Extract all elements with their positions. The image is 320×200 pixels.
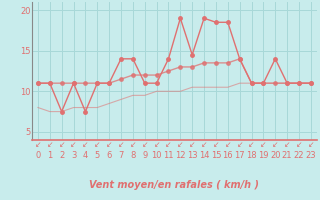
Text: ↙: ↙: [201, 140, 207, 149]
Text: ↙: ↙: [236, 140, 243, 149]
Text: ↙: ↙: [308, 140, 314, 149]
Text: ↙: ↙: [106, 140, 112, 149]
Text: ↙: ↙: [94, 140, 100, 149]
Text: ↙: ↙: [153, 140, 160, 149]
Text: ↙: ↙: [118, 140, 124, 149]
Text: ↙: ↙: [35, 140, 41, 149]
Text: ↙: ↙: [47, 140, 53, 149]
Text: ↙: ↙: [177, 140, 184, 149]
Text: ↙: ↙: [189, 140, 196, 149]
X-axis label: Vent moyen/en rafales ( km/h ): Vent moyen/en rafales ( km/h ): [89, 180, 260, 190]
Text: ↙: ↙: [70, 140, 77, 149]
Text: ↙: ↙: [284, 140, 290, 149]
Text: ↙: ↙: [59, 140, 65, 149]
Text: ↙: ↙: [260, 140, 267, 149]
Text: ↙: ↙: [296, 140, 302, 149]
Text: ↙: ↙: [141, 140, 148, 149]
Text: ↙: ↙: [272, 140, 278, 149]
Text: ↙: ↙: [165, 140, 172, 149]
Text: ↙: ↙: [130, 140, 136, 149]
Text: ↙: ↙: [213, 140, 219, 149]
Text: ↙: ↙: [248, 140, 255, 149]
Text: ↙: ↙: [225, 140, 231, 149]
Text: ↙: ↙: [82, 140, 89, 149]
